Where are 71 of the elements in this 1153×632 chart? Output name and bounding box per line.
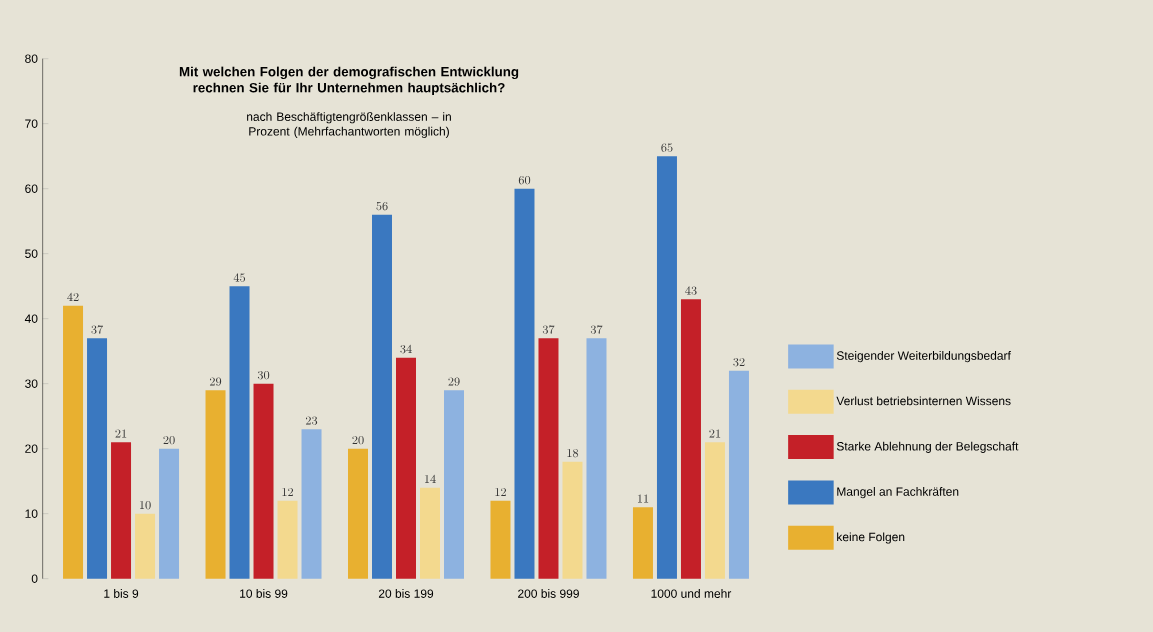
legend-label: keine Folgen	[837, 532, 905, 544]
y-tick-label: 20	[25, 444, 38, 453]
bar	[420, 487, 440, 579]
bar	[632, 507, 653, 579]
bar	[656, 156, 677, 579]
bar	[396, 357, 416, 579]
data-label: 56	[376, 201, 388, 211]
data-label: 29	[448, 377, 460, 386]
bar	[135, 513, 156, 579]
bar	[444, 390, 464, 579]
y-tick-label: 50	[25, 249, 38, 258]
data-label: 20	[163, 435, 175, 445]
data-label: 18	[567, 448, 579, 458]
bar	[680, 299, 701, 579]
bar	[87, 338, 108, 579]
bar	[301, 429, 322, 579]
x-tick-label: 10 bis 99	[240, 589, 288, 598]
data-label: 29	[209, 377, 222, 386]
legend-label: Mangel an Fachkräften	[837, 487, 959, 499]
y-tick-label: 0	[31, 574, 38, 583]
data-label: 45	[233, 273, 246, 282]
bar	[538, 338, 559, 579]
bar	[586, 338, 607, 579]
data-label: 60	[518, 175, 531, 185]
y-tick-label: 60	[25, 184, 38, 193]
x-tick-label: 1 bis 9	[104, 589, 139, 598]
x-tick-label: 1000 und mehr	[651, 589, 732, 598]
y-tick-label: 70	[25, 119, 38, 128]
legend-label: Verlust betriebsinternen Wissens	[836, 396, 1011, 406]
data-label: 37	[590, 325, 603, 334]
text: Mit welchen Folgen der demografischen Entwicklung rechnen Sie für Ihr Unternehmen hauptsächlich?	[179, 66, 519, 96]
y-tick-label: 10	[25, 509, 38, 518]
x-tick-label: 20 bis 199	[378, 589, 434, 598]
legend-label: Steigender Weiterbildungsbedarf	[836, 351, 1011, 363]
data-label: 23	[305, 416, 318, 425]
bar	[159, 448, 180, 579]
y-tick-label: 80	[25, 54, 38, 63]
bar	[253, 383, 274, 579]
data-label: 21	[709, 429, 721, 438]
data-label: 37	[91, 325, 103, 334]
y-tick-label: 30	[25, 379, 38, 388]
data-label: 14	[424, 474, 436, 483]
bar	[490, 500, 511, 579]
data-label: 32	[733, 357, 745, 367]
bar	[229, 286, 250, 579]
data-label: 12	[495, 487, 507, 496]
bar	[372, 214, 392, 579]
y-tick-label: 40	[24, 314, 38, 323]
data-label: 10	[139, 500, 151, 510]
x-tick-label: 200 bis 999	[518, 589, 579, 598]
data-label: 12	[282, 487, 294, 496]
data-label: 20	[352, 435, 364, 445]
bar	[205, 390, 226, 579]
bar	[348, 448, 368, 579]
data-label: 42	[67, 292, 79, 301]
data-label: 34	[400, 344, 412, 354]
data-label: 65	[661, 143, 673, 152]
data-label: 30	[257, 370, 270, 380]
bar	[728, 370, 749, 579]
text: nach Beschäftigtengrößenklassen – in Prozent (Mehrfachantworten möglich)	[247, 112, 451, 138]
bar	[562, 461, 583, 579]
data-label: 43	[685, 286, 697, 295]
bar	[704, 442, 725, 579]
data-label: 37	[542, 325, 555, 334]
legend-label: Starke Ablehnung der Belegschaft	[836, 441, 1019, 453]
data-label: 11	[637, 494, 649, 503]
bar	[277, 500, 298, 579]
data-label: 21	[115, 429, 127, 438]
bar	[63, 305, 84, 579]
bar	[514, 188, 535, 579]
bar	[111, 442, 132, 579]
